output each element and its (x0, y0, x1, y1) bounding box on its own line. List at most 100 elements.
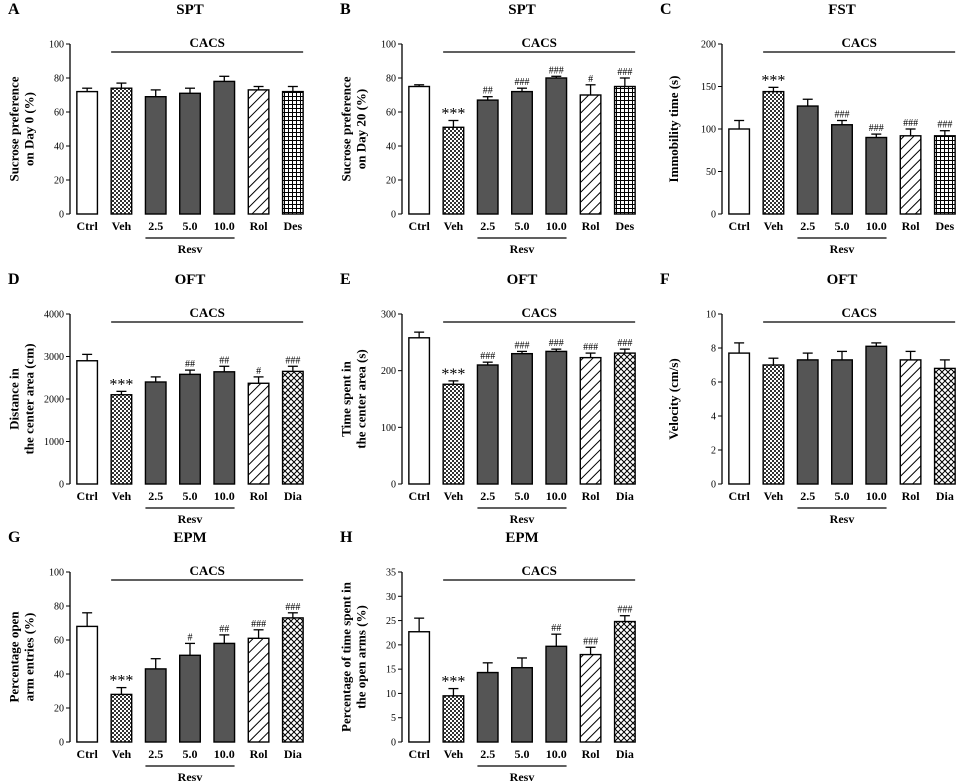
y-tick-label: 0 (711, 480, 716, 491)
y-tick-label: 100 (381, 423, 396, 434)
bar-ctrl (76, 360, 99, 485)
y-tick-label: 20 (54, 704, 64, 715)
bar-10-0 (545, 77, 568, 215)
x-tick-label: 5.0 (835, 489, 850, 503)
cacs-label: CACS (189, 563, 224, 578)
y-tick-label: 10 (386, 689, 396, 700)
y-tick-label: 20 (54, 176, 64, 187)
panel-letter: G (8, 529, 21, 546)
y-axis-label: arm entries (%) (22, 613, 37, 702)
x-tick-label: Ctrl (408, 219, 430, 233)
y-axis-label: Sucrose preference (339, 76, 354, 181)
y-tick-label: 0 (59, 480, 64, 491)
y-tick-label: 0 (711, 210, 716, 221)
significance-hash: ## (483, 86, 493, 97)
significance-stars: *** (441, 674, 465, 691)
significance-hash: ### (583, 636, 598, 647)
y-tick-label: 40 (54, 670, 64, 681)
x-tick-label: Rol (250, 219, 269, 233)
bar-2-5 (144, 668, 167, 743)
cacs-label: CACS (189, 35, 224, 50)
resv-label: Resv (178, 770, 203, 783)
x-tick-label: Ctrl (408, 747, 430, 761)
bar-veh (442, 695, 465, 743)
panel-a: A SPT CACS 0 20 40 60 80 100 Sucrose preference on… (7, 1, 304, 256)
resv-label: Resv (830, 242, 855, 256)
x-tick-label: Rol (902, 489, 921, 503)
bar-2-5 (476, 364, 499, 485)
y-axis-label: Percentage of time spent in (339, 581, 354, 732)
x-tick-label: 2.5 (480, 219, 495, 233)
chart-title: OFT (507, 272, 538, 288)
significance-hash: ### (549, 338, 564, 349)
x-tick-label: Ctrl (76, 489, 98, 503)
bar-ctrl (76, 90, 99, 215)
bar-2-5 (476, 99, 499, 215)
bar-dia (613, 352, 636, 485)
bar-veh (442, 383, 465, 485)
bar-5-0 (511, 90, 533, 215)
y-tick-label: 25 (386, 616, 396, 627)
x-tick-label: 10.0 (546, 747, 567, 761)
x-tick-label: 5.0 (515, 747, 530, 761)
x-tick-label: Rol (250, 747, 269, 761)
significance-hash: ## (185, 359, 195, 370)
x-tick-label: Dia (616, 747, 634, 761)
bar-2-5 (144, 95, 167, 215)
x-tick-label: 2.5 (800, 489, 815, 503)
bar-10-0 (213, 80, 236, 215)
x-tick-label: Des (936, 219, 955, 233)
y-tick-label: 6 (711, 378, 716, 389)
significance-stars: *** (109, 376, 133, 393)
x-tick-label: Veh (444, 489, 464, 503)
bar-5-0 (179, 92, 201, 215)
significance-hash: ### (480, 351, 495, 362)
significance-hash: ### (285, 602, 300, 613)
chart-title: SPT (176, 2, 204, 18)
bar-rol (899, 359, 922, 485)
bar-ctrl (728, 128, 751, 215)
resv-label: Resv (178, 242, 203, 256)
cacs-label: CACS (841, 305, 876, 320)
cacs-label: CACS (521, 35, 556, 50)
x-tick-label: Des (284, 219, 303, 233)
chart-title: OFT (827, 272, 858, 288)
x-tick-label: Rol (582, 489, 601, 503)
x-tick-label: 5.0 (835, 219, 850, 233)
bar-10-0 (213, 642, 236, 743)
y-tick-label: 10 (706, 310, 716, 321)
y-axis-label: on Day 20 (%) (354, 89, 369, 170)
x-tick-label: Veh (112, 219, 132, 233)
y-tick-label: 20 (386, 176, 396, 187)
x-tick-label: 10.0 (214, 489, 235, 503)
cacs-label: CACS (521, 305, 556, 320)
x-tick-label: 2.5 (800, 219, 815, 233)
bar-des (613, 85, 636, 215)
chart-title: OFT (175, 272, 206, 288)
resv-label: Resv (178, 512, 203, 526)
x-tick-label: 5.0 (183, 747, 198, 761)
y-tick-label: 60 (386, 108, 396, 119)
bar-veh (110, 693, 133, 743)
resv-label: Resv (510, 512, 535, 526)
x-tick-label: 10.0 (214, 219, 235, 233)
panel-g: G EPM CACS 0 20 40 60 80 100 Percentage open arm e… (7, 529, 304, 783)
significance-hash: ### (903, 118, 918, 129)
y-axis-label: the open arms (%) (354, 605, 369, 709)
y-axis-label: Sucrose preference (7, 76, 22, 181)
x-tick-label: Rol (902, 219, 921, 233)
resv-label: Resv (510, 770, 535, 783)
bar-veh (762, 364, 785, 485)
y-axis-label: the center area (cm) (22, 343, 37, 454)
cacs-label: CACS (189, 305, 224, 320)
y-axis-label: Time spent in (339, 360, 354, 436)
significance-hash: ## (219, 624, 229, 635)
y-tick-label: 5 (391, 713, 396, 724)
significance-hash: ## (551, 623, 561, 634)
x-tick-label: 10.0 (546, 489, 567, 503)
panel-f: F OFT CACS 0 2 4 6 8 10 Velocity (cm/s) Ctrl Veh 2.5… (660, 271, 956, 526)
y-tick-label: 100 (381, 40, 396, 51)
significance-hash: # (188, 632, 193, 643)
bar-10-0 (865, 345, 888, 485)
significance-stars: *** (109, 673, 133, 690)
